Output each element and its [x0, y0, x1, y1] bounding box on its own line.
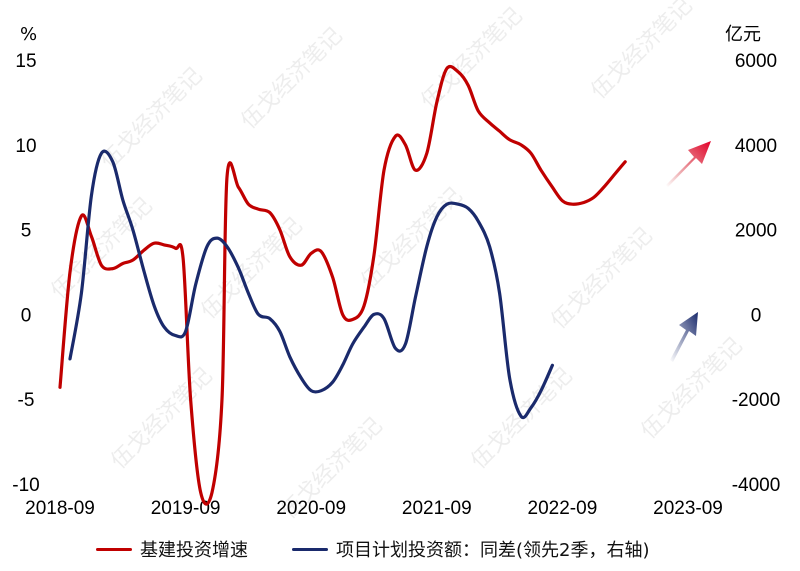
watermark-text: 伍戈经济笔记	[97, 63, 208, 174]
right-tick-label: 2000	[735, 221, 777, 242]
x-tick-label: 2018-09	[25, 498, 95, 519]
infra-growth-line	[58, 64, 627, 506]
x-tick-label: 2022-09	[528, 498, 598, 519]
left-tick-label: 0	[21, 305, 32, 326]
left-tick-label: 15	[15, 51, 36, 72]
legend-item-infra-growth: 基建投资增速	[96, 536, 248, 562]
watermark-text: 伍戈经济笔记	[47, 193, 158, 304]
watermark-text: 伍戈经济笔记	[197, 213, 308, 324]
watermark-text: 伍戈经济笔记	[637, 333, 748, 444]
legend-swatch-red	[96, 547, 132, 551]
right-axis-ticks: 6000 4000 2000 0 -2000 -4000	[732, 51, 781, 496]
left-tick-label: 10	[15, 136, 36, 157]
legend: 基建投资增速 项目计划投资额：同差(领先2季，右轴)	[96, 534, 694, 564]
project-investment-line	[68, 149, 554, 420]
right-tick-label: 0	[751, 305, 762, 326]
x-tick-label: 2023-09	[653, 498, 723, 519]
blue-trend-arrow	[670, 312, 698, 362]
watermark-text: 伍戈经济笔记	[237, 23, 348, 134]
left-axis-ticks: 15 10 5 0 -5 -10	[12, 51, 39, 496]
right-tick-label: 6000	[735, 51, 777, 72]
legend-swatch-blue	[292, 547, 328, 551]
right-axis-unit: 亿元	[725, 24, 761, 45]
right-tick-label: 4000	[735, 136, 777, 157]
watermark-text: 伍戈经济笔记	[107, 363, 218, 474]
left-tick-label: -5	[18, 390, 35, 411]
right-tick-label: -4000	[732, 475, 781, 496]
left-tick-label: 5	[21, 221, 32, 242]
left-tick-label: -10	[12, 475, 39, 496]
watermark-text: 伍戈经济笔记	[547, 223, 658, 334]
watermark-text: 伍戈经济笔记	[357, 183, 468, 294]
legend-item-project-investment: 项目计划投资额：同差(领先2季，右轴)	[292, 536, 650, 562]
legend-label-project-investment: 项目计划投资额：同差(领先2季，右轴)	[336, 540, 650, 561]
right-tick-label: -2000	[732, 390, 781, 411]
watermark-text: 伍戈经济笔记	[587, 0, 698, 104]
series-layer	[58, 64, 627, 506]
left-axis-unit: %	[20, 24, 37, 45]
legend-label-infra-growth: 基建投资增速	[140, 540, 248, 561]
red-trend-arrow	[666, 141, 711, 187]
x-tick-label: 2020-09	[276, 498, 346, 519]
x-axis-ticks: 2018-09 2019-09 2020-09 2021-09 2022-09 2023-…	[25, 498, 723, 519]
x-tick-label: 2021-09	[402, 498, 472, 519]
